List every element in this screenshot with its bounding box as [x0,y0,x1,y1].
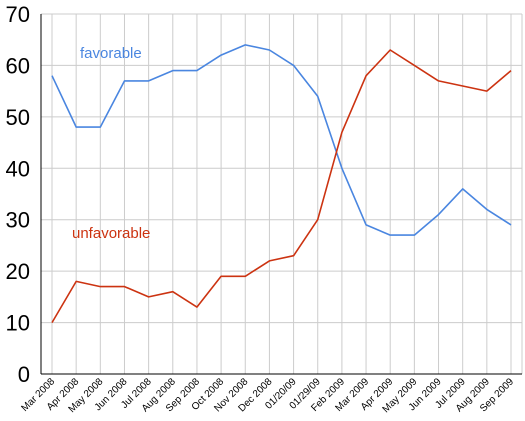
gridlines [41,13,523,374]
y-tick-label: 70 [6,2,30,27]
y-tick-label: 20 [6,259,30,284]
series-label-favorable: favorable [80,45,142,62]
y-tick-label: 0 [18,362,30,387]
y-tick-label: 40 [6,156,30,181]
y-tick-label: 10 [6,311,30,336]
series-label-unfavorable: unfavorable [72,225,150,242]
series-lines [51,44,512,324]
series-labels: favorable unfavorable [72,45,150,242]
series-line-unfavorable [51,49,512,324]
y-tick-label: 30 [6,208,30,233]
y-tick-label: 50 [6,105,30,130]
y-tick-label: 60 [6,53,30,78]
y-tick-labels: 0 10 20 30 40 50 60 70 [6,2,30,387]
series-line-favorable [51,44,512,236]
axes [40,14,522,375]
